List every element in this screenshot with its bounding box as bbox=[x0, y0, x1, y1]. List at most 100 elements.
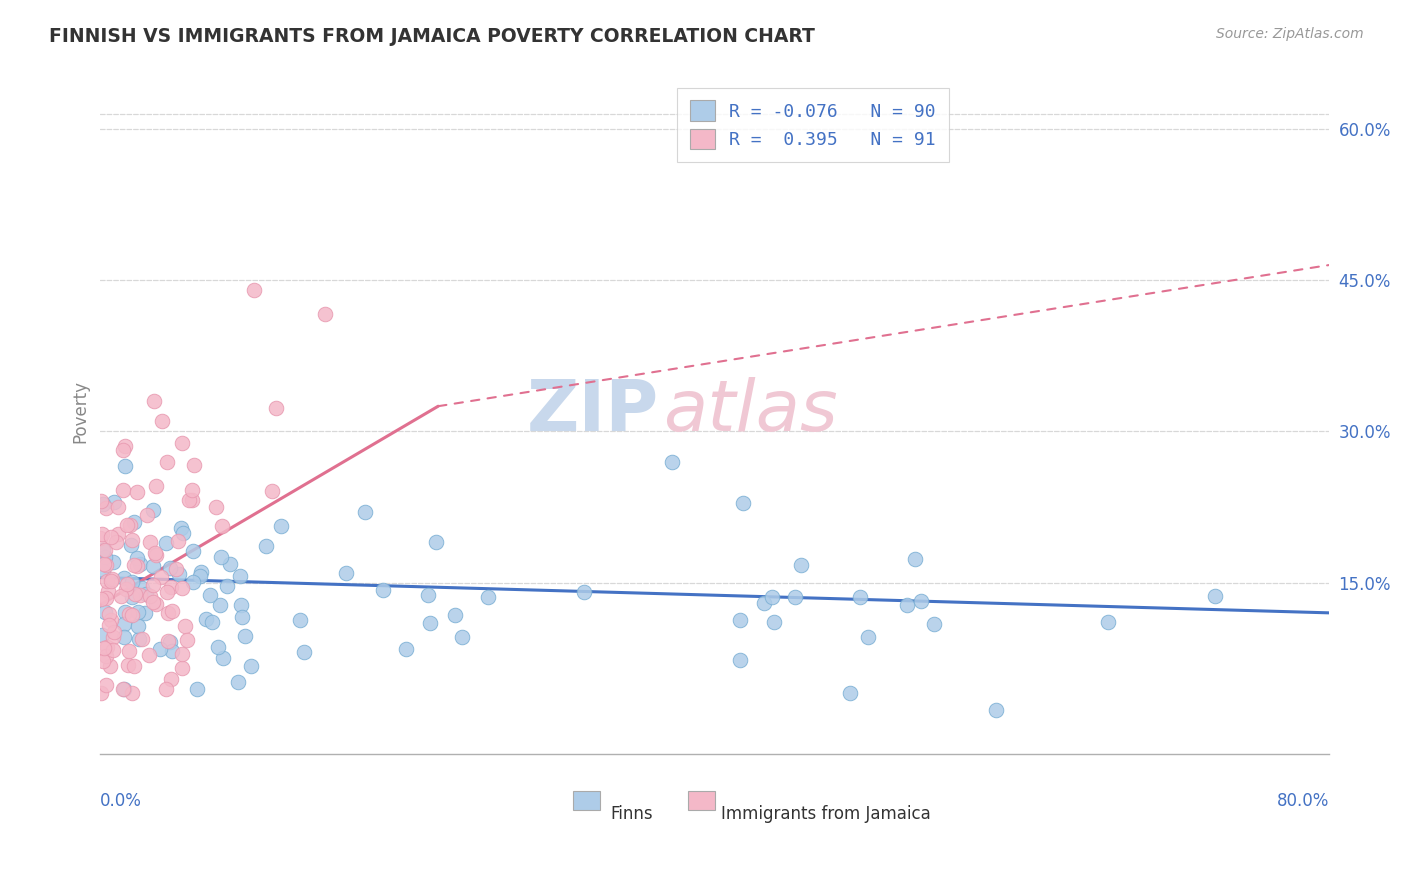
Point bbox=[159, 580, 181, 594]
Point bbox=[761, 590, 783, 604]
Point bbox=[117, 657, 139, 672]
Point bbox=[93, 558, 115, 572]
Point bbox=[217, 579, 239, 593]
Point bbox=[91, 564, 114, 578]
Point bbox=[93, 654, 115, 668]
Point bbox=[142, 595, 165, 609]
Point bbox=[149, 642, 172, 657]
Point bbox=[112, 631, 135, 645]
Point bbox=[121, 533, 143, 548]
Point bbox=[190, 565, 212, 579]
Point bbox=[856, 630, 879, 644]
Point bbox=[425, 535, 447, 549]
Point bbox=[127, 619, 149, 633]
Point bbox=[314, 307, 336, 321]
Point bbox=[127, 551, 149, 566]
Point bbox=[254, 539, 277, 553]
Point bbox=[183, 458, 205, 472]
Point bbox=[94, 501, 117, 516]
Point bbox=[129, 588, 152, 602]
Point bbox=[159, 635, 181, 649]
Point bbox=[90, 592, 112, 607]
Point bbox=[121, 574, 143, 589]
Point bbox=[124, 587, 146, 601]
Point bbox=[160, 604, 183, 618]
Point bbox=[104, 535, 127, 549]
Point bbox=[1204, 589, 1226, 603]
Point bbox=[96, 574, 118, 588]
Point bbox=[101, 572, 124, 586]
Point bbox=[165, 562, 187, 576]
Text: ZIP: ZIP bbox=[527, 376, 659, 446]
Point bbox=[160, 672, 183, 686]
Point bbox=[107, 500, 129, 514]
Point bbox=[335, 566, 357, 580]
Bar bbox=[574, 791, 600, 810]
Point bbox=[142, 578, 165, 592]
Point bbox=[661, 455, 683, 469]
Point bbox=[127, 605, 149, 619]
Point bbox=[170, 581, 193, 595]
Point bbox=[229, 599, 252, 613]
Point bbox=[98, 607, 121, 621]
Point bbox=[170, 661, 193, 675]
Point bbox=[94, 558, 117, 573]
Point bbox=[93, 550, 115, 565]
Point bbox=[451, 630, 474, 644]
Point bbox=[763, 615, 786, 629]
Point bbox=[922, 617, 945, 632]
Point bbox=[239, 659, 262, 673]
Y-axis label: Poverty: Poverty bbox=[72, 380, 89, 442]
Point bbox=[143, 546, 166, 560]
Text: Source: ZipAtlas.com: Source: ZipAtlas.com bbox=[1216, 27, 1364, 41]
Point bbox=[112, 483, 135, 497]
Point bbox=[142, 503, 165, 517]
Point bbox=[120, 517, 142, 532]
Text: atlas: atlas bbox=[664, 376, 838, 446]
Point bbox=[188, 569, 211, 583]
Point bbox=[103, 624, 125, 639]
Point bbox=[170, 648, 193, 662]
Point bbox=[100, 574, 122, 588]
Point bbox=[574, 584, 596, 599]
Point bbox=[145, 479, 167, 493]
Point bbox=[114, 582, 136, 597]
Point bbox=[157, 606, 180, 620]
Point bbox=[270, 519, 292, 533]
Point bbox=[209, 599, 232, 613]
Point bbox=[264, 401, 287, 416]
Point bbox=[155, 681, 177, 696]
Point bbox=[121, 686, 143, 700]
Point bbox=[166, 533, 188, 548]
Text: FINNISH VS IMMIGRANTS FROM JAMAICA POVERTY CORRELATION CHART: FINNISH VS IMMIGRANTS FROM JAMAICA POVER… bbox=[49, 27, 815, 45]
Point bbox=[176, 632, 198, 647]
Point bbox=[181, 544, 204, 558]
Point bbox=[112, 681, 135, 696]
Point bbox=[211, 519, 233, 533]
Point bbox=[120, 538, 142, 552]
Point bbox=[131, 582, 153, 596]
Point bbox=[177, 493, 200, 508]
Point bbox=[231, 610, 253, 624]
Point bbox=[111, 681, 134, 696]
Point bbox=[115, 518, 138, 533]
Point bbox=[195, 612, 218, 626]
Legend: R = -0.076   N = 90, R =  0.395   N = 91: R = -0.076 N = 90, R = 0.395 N = 91 bbox=[678, 87, 949, 162]
Point bbox=[103, 630, 125, 644]
Point bbox=[114, 439, 136, 453]
Point bbox=[93, 640, 115, 655]
Point bbox=[135, 508, 157, 523]
Point bbox=[96, 640, 118, 654]
Bar bbox=[688, 791, 714, 810]
Point bbox=[167, 566, 190, 581]
Point bbox=[121, 607, 143, 622]
Point bbox=[112, 571, 135, 585]
Point bbox=[172, 436, 194, 450]
Point bbox=[115, 577, 138, 591]
Point bbox=[143, 394, 166, 409]
Point bbox=[731, 496, 754, 510]
Point bbox=[159, 561, 181, 575]
Point bbox=[90, 686, 112, 700]
Point bbox=[107, 527, 129, 541]
Point bbox=[91, 526, 114, 541]
